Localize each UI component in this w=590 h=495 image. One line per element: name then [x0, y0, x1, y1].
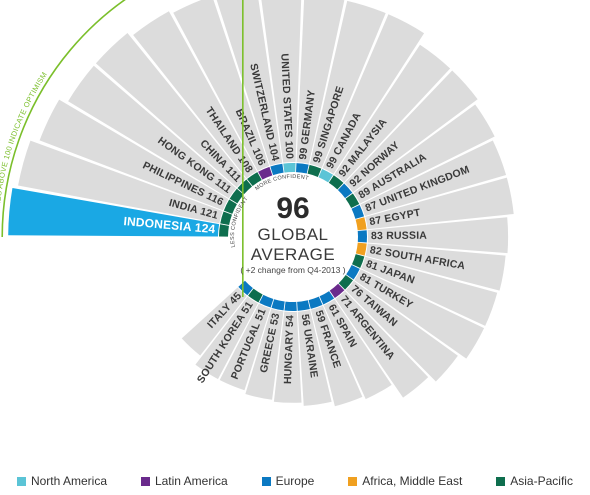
legend-item-north-america: North America — [16, 474, 107, 488]
ring-segment-brazil — [258, 166, 273, 180]
ring-segment-switzerland — [270, 163, 284, 176]
bar-south-korea — [195, 296, 258, 380]
bar-turkey — [354, 269, 485, 359]
bar-united-kingdom — [360, 140, 507, 217]
bar-russia — [367, 217, 509, 254]
ring-segment-argentina — [329, 283, 345, 299]
bar-south-africa — [365, 243, 506, 291]
bar-japan — [361, 256, 498, 326]
bar-australia — [353, 104, 495, 204]
ring-segment-germany — [296, 163, 309, 174]
legend-label: Africa, Middle East — [362, 474, 463, 488]
global-label: GLOBAL — [257, 225, 328, 244]
ring-segment-taiwan — [338, 274, 354, 290]
bar-italy — [181, 287, 247, 356]
swatch-north-america — [16, 476, 26, 486]
ring-segment-norway — [337, 183, 353, 199]
bar-china — [95, 33, 246, 188]
ring-segment-spain — [319, 291, 335, 305]
bar-philippines — [39, 99, 229, 211]
region-ring — [219, 163, 367, 312]
legend-item-africa-middle-east: Africa, Middle East — [348, 474, 462, 488]
label-russia: 83 RUSSIA — [371, 230, 427, 242]
average-label: AVERAGE — [251, 245, 335, 264]
swatch-europe — [261, 476, 271, 486]
ring-segment-south-africa — [355, 242, 367, 256]
bar-hong-kong — [68, 65, 237, 199]
change-note: ( +2 change from Q4-2013 ) — [240, 265, 345, 275]
ring-segment-italy — [238, 280, 253, 296]
swatch-latin-america — [140, 476, 150, 486]
label-united-states: UNITED STATES 100 — [278, 53, 295, 159]
bar-singapore — [309, 0, 386, 168]
legend-item-europe: Europe — [261, 474, 315, 488]
optimism-line — [1, 0, 244, 297]
ring-segment-united-states — [283, 163, 296, 173]
bar-greece — [245, 308, 284, 400]
ring-segment-australia — [345, 193, 360, 209]
legend-label: Asia-Pacific — [510, 474, 573, 488]
bar-taiwan — [345, 280, 458, 382]
legend-label: North America — [30, 474, 107, 488]
bar-switzerland — [216, 0, 283, 166]
bar-hungary — [273, 311, 302, 403]
bar-germany — [296, 0, 345, 164]
ring-segment-egypt — [355, 217, 367, 231]
center-text: 96 GLOBAL AVERAGE ( +2 change from Q4-20… — [240, 192, 345, 275]
ring-segment-indonesia — [219, 224, 229, 237]
bar-norway — [344, 70, 478, 193]
bar-portugal — [219, 303, 271, 391]
ring-segment-portugal — [259, 294, 274, 308]
ring-segment-greece — [271, 299, 285, 311]
ring-segment-india — [220, 211, 232, 226]
bar-egypt — [365, 177, 514, 230]
bar-ukraine — [297, 310, 332, 406]
legend-label: Latin America — [154, 474, 228, 488]
ring-segment-china — [237, 179, 253, 195]
swatch-africa-middle-east — [348, 476, 358, 486]
ring-segment-singapore — [307, 164, 322, 177]
ring-segment-malaysia — [328, 175, 344, 190]
ring-segment-philippines — [223, 199, 237, 214]
bar-india — [18, 140, 223, 224]
legend-item-latin-america: Latin America — [140, 474, 228, 488]
bars-group — [8, 0, 514, 407]
bar-thailand — [133, 11, 257, 179]
global-average-value: 96 — [276, 192, 309, 225]
ring-segment-russia — [357, 230, 367, 243]
bar-spain — [323, 299, 392, 400]
bar-united-states — [261, 0, 302, 163]
ring-segment-united-kingdom — [351, 204, 365, 219]
ring-segment-hong-kong — [229, 188, 244, 204]
ring-segment-france — [308, 296, 323, 309]
bar-indonesia — [8, 187, 220, 237]
bar-france — [311, 305, 363, 407]
bar-brazil — [173, 0, 270, 171]
swatch-asia-pacific — [496, 476, 506, 486]
ring-segment-japan — [352, 254, 365, 269]
legend: North America Latin America Europe Afric… — [0, 470, 590, 492]
ring-segment-ukraine — [297, 300, 310, 311]
bar-malaysia — [334, 44, 451, 183]
legend-label: Europe — [275, 474, 315, 488]
legend-item-asia-pacific: Asia-Pacific — [496, 474, 573, 488]
label-hungary: HUNGARY 54 — [282, 315, 296, 384]
ring-segment-canada — [318, 168, 334, 183]
ring-segment-thailand — [247, 172, 262, 187]
ring-segment-turkey — [346, 264, 360, 280]
bar-argentina — [335, 290, 429, 398]
bar-canada — [322, 14, 425, 174]
ring-segment-hungary — [284, 301, 297, 312]
ring-segment-south-korea — [248, 288, 263, 303]
